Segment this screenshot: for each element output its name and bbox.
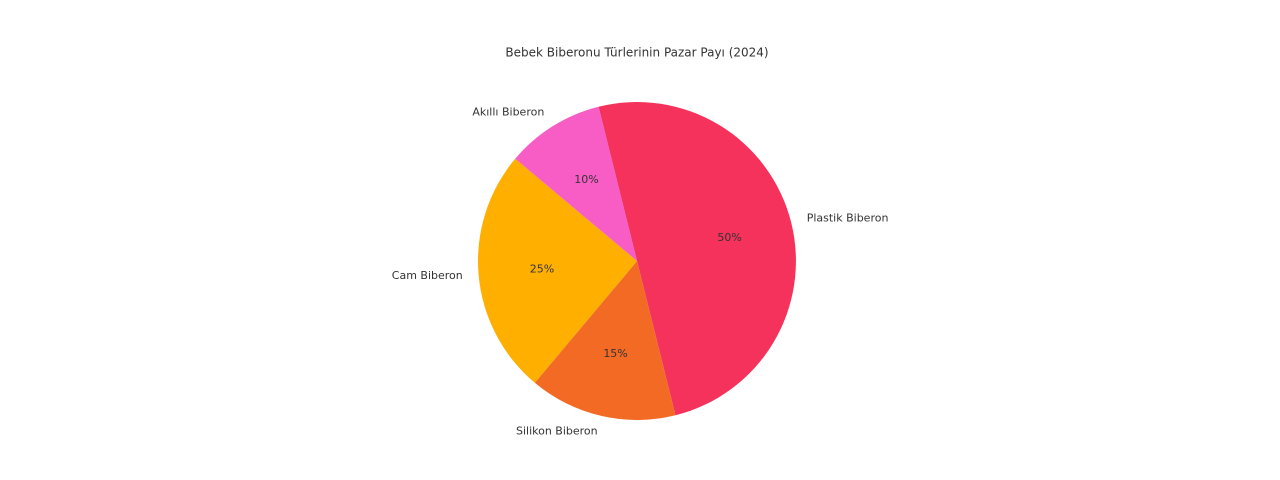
slice-category-label: Cam Biberon — [392, 269, 463, 282]
pie-slice — [515, 106, 637, 261]
pie-slice — [534, 261, 676, 420]
slice-category-label: Plastik Biberon — [807, 212, 889, 225]
slice-value-label: 10% — [574, 173, 598, 186]
pie-slice — [478, 158, 637, 383]
slice-value-label: 50% — [717, 231, 741, 244]
chart-title: Bebek Biberonu Türlerinin Pazar Payı (20… — [505, 46, 768, 60]
pie-slice — [598, 102, 796, 416]
slice-value-label: 15% — [603, 347, 627, 360]
slice-category-label: Akıllı Biberon — [472, 106, 544, 119]
slice-category-label: Silikon Biberon — [516, 424, 598, 437]
slice-value-label: 25% — [530, 262, 554, 275]
